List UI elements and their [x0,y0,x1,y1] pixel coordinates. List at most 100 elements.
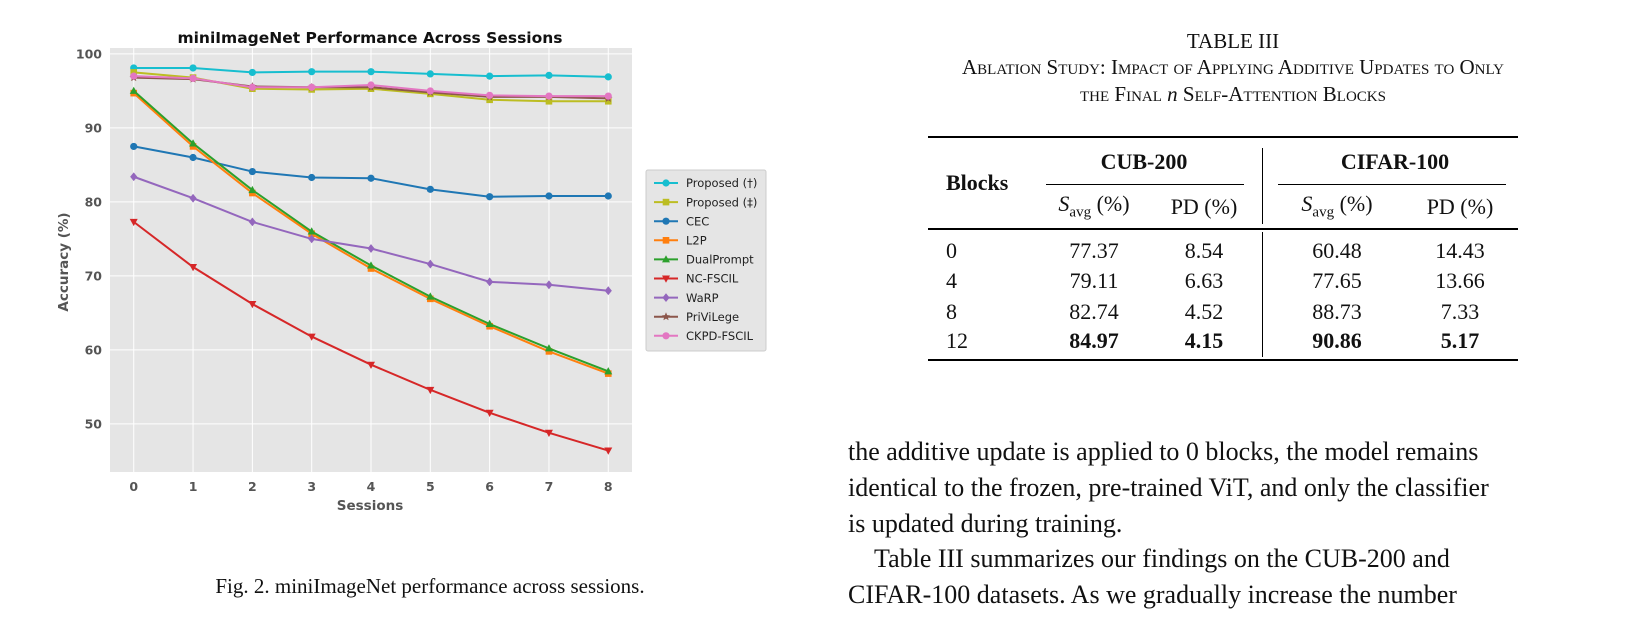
data-point [307,227,316,235]
chart-title: miniImageNet Performance Across Sessions [177,29,562,47]
data-point [426,87,434,95]
x-tick-label: 8 [604,479,613,494]
data-point [130,72,138,80]
col-header-blocks: Blocks [946,170,1009,195]
group-header-cifar-label: CIFAR-100 [1340,148,1450,174]
data-point [367,174,375,182]
data-point [486,91,494,99]
data-point [544,344,553,352]
data-point [189,74,197,82]
text-line: CIFAR-100 datasets. As we gradually incr… [848,580,1457,609]
data-point [189,193,197,203]
series-dualprompt [129,86,613,375]
cifar-underline [1278,184,1506,185]
table-title-line1: Ablation Study: Impact of Applying Addit… [961,55,1505,79]
x-axis-label: Sessions [337,498,404,514]
data-point [248,301,257,309]
data-point [248,167,256,176]
data-point [367,261,375,269]
figure-panel: 0 1 2 3 4 5 6 7 8 50 60 70 80 90 100 miniImageNet Perf… [56,29,767,598]
data-point [486,96,493,104]
data-point [426,292,435,300]
x-tick-label: 7 [545,479,554,494]
legend-label: PriViLege [686,310,739,324]
data-point [545,71,553,79]
legend-marker [662,237,670,244]
table-title-line2-post: Self-Attention Blocks [1177,82,1386,106]
data-point [604,192,612,200]
y-axis-label: Accuracy (%) [56,212,72,311]
legend-label: Proposed (†) [686,176,757,190]
data-point [604,286,612,296]
data-point [485,409,494,418]
y-tick-label: 90 [85,120,103,135]
table-title-var: n [1167,82,1178,106]
body-paragraph-2: Table III summarizes our findings on the… [848,541,1606,613]
data-point [189,264,198,272]
figure-caption: Fig. 2. miniImageNet performance across … [215,574,645,598]
legend-label: NC-FSCIL [686,272,739,286]
cub-underline [1046,184,1244,185]
data-point [486,193,494,201]
data-point [367,81,375,89]
y-tick-label: 100 [76,46,102,61]
text-line: is updated during training. [848,509,1123,538]
data-point [130,69,138,76]
data-point [426,386,435,395]
data-point [307,333,316,341]
legend-entry: PriViLege [654,310,739,324]
legend-entry: WaRP [654,291,719,305]
right-column: TABLE III Ablation Study: Impact of Appl… [848,28,1618,609]
table-row: 8 82.74 4.52 88.73 7.33 [946,298,1480,324]
line-chart: 0 1 2 3 4 5 6 7 8 50 60 70 80 90 100 miniImageNet Perf… [56,29,767,514]
table-label: TABLE III [1186,29,1280,53]
y-tick-label: 50 [85,416,103,431]
data-point [308,83,316,91]
data-point [604,73,612,81]
table-title-line2: the Final n Self-Attention Blocks [848,81,1618,108]
data-point [486,72,494,80]
y-tick-label: 60 [85,342,103,357]
data-point [545,92,553,100]
data-point [367,68,375,76]
data-point [485,319,494,328]
data-point [248,185,257,194]
legend-marker [662,332,670,340]
col-header-cifar-pd: PD (%) [1426,193,1494,219]
legend-marker [662,275,670,283]
series-layer [129,64,613,455]
data-point [604,97,612,105]
data-point [545,280,553,290]
data-point [604,447,613,455]
table-row: 12 84.97 4.15 90.86 5.17 [928,327,1518,360]
series-warp [130,172,612,296]
data-point [129,218,138,227]
x-tick-label: 3 [307,479,316,494]
y-tick-label: 80 [85,194,103,209]
legend-marker [662,198,670,206]
x-tick-label: 6 [485,479,494,494]
data-point [544,429,553,437]
x-tick-label: 5 [426,479,435,494]
data-point [130,142,138,151]
x-tick-label: 4 [367,479,376,494]
data-point [604,367,613,375]
data-point [604,92,612,100]
ablation-table: Blocks CUB-200 CIFAR-100 Savg (%) PD (%)… [928,136,1518,361]
data-point [426,185,434,193]
x-tick-label: 1 [189,479,198,494]
data-point [248,83,256,91]
legend-entry: DualPrompt [654,253,754,267]
axis-ticks: 0 1 2 3 4 5 6 7 8 50 60 70 80 90 100 [76,46,613,494]
data-point [486,277,494,287]
legend-marker [661,312,671,321]
text-line: identical to the frozen, pre-trained ViT… [848,473,1489,502]
legend-entry: CKPD-FSCIL [654,329,754,343]
legend-marker [662,255,670,263]
group-header-cub: CUB-200 [1034,137,1254,185]
data-point [130,172,138,182]
body-paragraph-1: the additive update is applied to 0 bloc… [848,434,1606,542]
series-nc-fscil [129,218,613,455]
data-point [308,68,316,76]
legend-entry: L2P [654,234,707,248]
